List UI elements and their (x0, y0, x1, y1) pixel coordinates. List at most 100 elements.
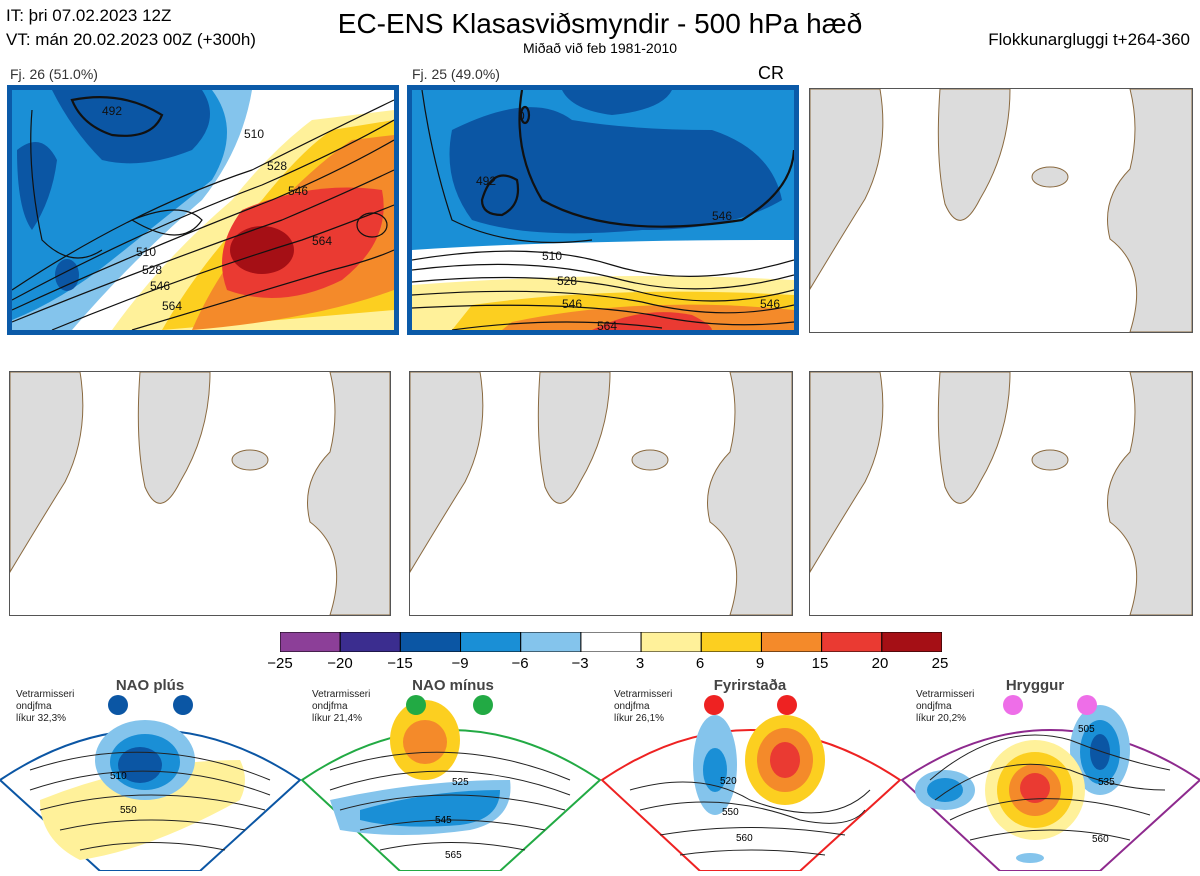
regime-contour-label: 565 (445, 850, 462, 861)
regime-contour-label: 510 (110, 771, 127, 782)
contour-label: 510 (542, 249, 562, 263)
initial-time: IT: þri 07.02.2023 12Z (6, 6, 172, 25)
colorbar-svg (279, 631, 943, 653)
contour-label: 492 (102, 104, 122, 118)
anom-neg-15 (449, 107, 782, 234)
regime-dot (704, 695, 724, 715)
regime-map-blocking: 520 550 560 (600, 695, 902, 872)
colorbar-tick: −15 (387, 655, 413, 672)
colorbar-tick: −25 (267, 655, 293, 672)
regime-title-nao-minus: NAO mínus (412, 677, 494, 694)
note-line: ondjfma (614, 701, 650, 712)
colorbar-ticks: −25 −20 −15 −9 −6 −3 3 6 9 15 20 25 (260, 655, 962, 675)
regime-dot (473, 695, 493, 715)
cluster-map-3 (809, 88, 1193, 333)
contour-label: 528 (267, 159, 287, 173)
colorbar-tick: 15 (811, 655, 829, 672)
contour-label: 564 (597, 319, 617, 330)
regime-contour-label: 535 (1098, 777, 1115, 788)
colorbar-tick: 20 (871, 655, 889, 672)
colorbar (279, 631, 943, 653)
landmass-4 (10, 372, 390, 615)
colorbar-tick: 25 (931, 655, 949, 672)
regime-dot (777, 695, 797, 715)
regime-dot (1003, 695, 1023, 715)
regime-contour-label: 505 (1078, 724, 1095, 735)
contour-label: 546 (760, 297, 780, 311)
colorbar-swatch (279, 631, 341, 653)
contour-label: 492 (476, 174, 496, 188)
regime-title-nao-plus: NAO plús (115, 677, 185, 694)
colorbar-swatch (580, 631, 642, 653)
regime-map-nao-minus: 525 545 565 (300, 695, 602, 872)
regime-contour-label: 560 (1092, 834, 1109, 845)
regime-maps: 510 550 525 545 565 (0, 690, 1200, 872)
contour-label: 528 (557, 274, 577, 288)
valid-time: VT: mán 20.02.2023 00Z (+300h) (6, 30, 256, 49)
regime-contour-label: 560 (736, 833, 753, 844)
colorbar-tick: −3 (571, 655, 589, 672)
regime-maps-svg: 510 550 525 545 565 (0, 695, 1200, 872)
landmass-5 (410, 372, 792, 615)
colorbar-tick: −6 (511, 655, 529, 672)
height-contours-1 (12, 96, 394, 330)
regime-note-nao-minus: Vetrarmisseri ondjfma líkur 21,4% (312, 689, 370, 725)
note-line: líkur 20,2% (916, 713, 967, 724)
page-subtitle: Miðað við feb 1981-2010 (522, 40, 678, 56)
colorbar-swatch (399, 631, 462, 653)
note-line: líkur 32,3% (16, 713, 67, 724)
cluster-map-2: 0 492 510 528 546 564 546 546 (407, 85, 799, 335)
panel-2-tag: CR (758, 63, 784, 83)
regime-note-nao-plus: Vetrarmisseri ondjfma líkur 32,3% (16, 689, 74, 725)
regime-note-blocking: Vetrarmisseri ondjfma líkur 26,1% (614, 689, 672, 725)
regime-contour-label: 550 (722, 807, 739, 818)
classification-window: Flokkunargluggi t+264-360 (988, 30, 1190, 49)
page-title: EC-ENS Klasasviðsmyndir - 500 hPa hæð (337, 8, 863, 39)
note-line: líkur 26,1% (614, 713, 665, 724)
note-line: Vetrarmisseri (16, 689, 75, 700)
colorbar-swatch (881, 631, 943, 653)
note-line: Vetrarmisseri (312, 689, 371, 700)
landmass-6 (810, 372, 1192, 615)
contour-label: 546 (288, 184, 308, 198)
regime-note-ridge: Vetrarmisseri ondjfma líkur 20,2% (916, 689, 974, 725)
contour-label: 0 (518, 109, 525, 123)
colorbar-tick: 9 (755, 655, 765, 672)
panel-2-label: Fj. 25 (49.0%) (412, 66, 500, 82)
colorbar-swatch (700, 631, 762, 653)
note-line: ondjfma (312, 701, 348, 712)
contour-label: 546 (150, 279, 170, 293)
regime-dot (406, 695, 426, 715)
cluster-map-6 (809, 371, 1193, 616)
colorbar-tick: −9 (451, 655, 469, 672)
colorbar-swatch (339, 631, 401, 653)
cluster-map-2-svg: 0 492 510 528 546 564 546 546 (412, 90, 794, 330)
regime-dot (173, 695, 193, 715)
header-left: IT: þri 07.02.2023 12Z VT: mán 20.02.202… (6, 4, 256, 52)
note-line: Vetrarmisseri (916, 689, 975, 700)
regime-dot (1077, 695, 1097, 715)
regime-title-blocking: Fyrirstaða (713, 677, 787, 694)
regime-contour-label: 550 (120, 805, 137, 816)
note-line: ondjfma (916, 701, 952, 712)
contour-label: 510 (244, 127, 264, 141)
regime-map-nao-plus: 510 550 (0, 695, 302, 872)
contour-label: 510 (136, 245, 156, 259)
note-line: Vetrarmisseri (614, 689, 673, 700)
cluster-map-1: 492 510 528 546 564 510 528 546 564 (7, 85, 399, 335)
contour-label: 546 (562, 297, 582, 311)
contour-label: 528 (142, 263, 162, 277)
anom-pos-15 (592, 312, 712, 330)
note-line: ondjfma (16, 701, 52, 712)
colorbar-swatch (640, 631, 702, 653)
note-line: líkur 21,4% (312, 713, 363, 724)
colorbar-swatch (821, 631, 883, 653)
contour-label: 546 (712, 209, 732, 223)
regime-title-ridge: Hryggur (1005, 677, 1065, 694)
contour-label: 564 (162, 299, 182, 313)
colorbar-swatch (460, 631, 522, 653)
cluster-map-4 (9, 371, 391, 616)
regime-contour-label: 525 (452, 777, 469, 788)
colorbar-swatch (520, 631, 582, 653)
contour-label: 564 (312, 234, 332, 248)
